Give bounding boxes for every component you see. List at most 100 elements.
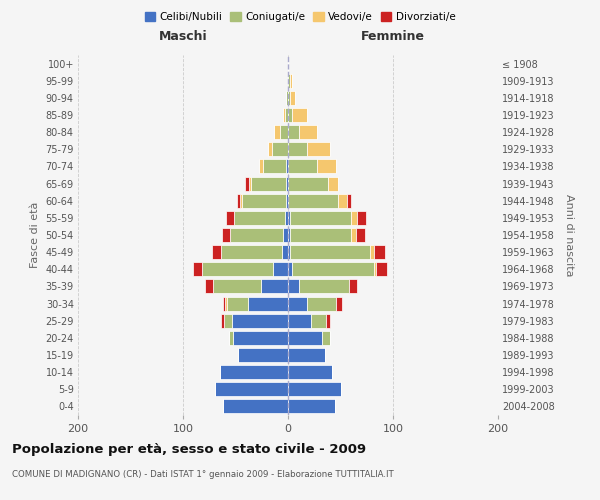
Bar [288,228,290,242]
Bar [288,382,341,396]
Bar [240,194,242,207]
Bar [288,194,338,207]
Bar [286,176,288,190]
Text: Femmine: Femmine [361,30,425,43]
Bar [285,211,288,225]
Bar [288,142,307,156]
Bar [229,331,233,345]
Bar [292,262,374,276]
Bar [268,142,272,156]
Bar [235,211,285,225]
Bar [299,280,349,293]
Bar [288,296,307,310]
Bar [374,245,385,259]
Bar [222,228,230,242]
Bar [233,331,288,345]
Bar [288,125,299,139]
Bar [370,245,374,259]
Bar [230,228,283,242]
Bar [347,194,351,207]
Bar [249,176,251,190]
Bar [221,314,224,328]
Bar [326,314,330,328]
Text: Popolazione per età, sesso e stato civile - 2009: Popolazione per età, sesso e stato civil… [12,442,366,456]
Bar [220,365,288,379]
Bar [283,228,288,242]
Bar [290,211,351,225]
Bar [259,160,263,173]
Bar [238,348,288,362]
Bar [376,262,387,276]
Bar [274,262,288,276]
Bar [351,228,356,242]
Bar [221,245,282,259]
Bar [356,228,365,242]
Bar [374,262,376,276]
Bar [338,194,347,207]
Bar [290,228,351,242]
Bar [226,211,235,225]
Bar [288,91,290,105]
Bar [223,400,288,413]
Bar [286,91,288,105]
Bar [349,280,358,293]
Bar [215,382,288,396]
Bar [274,125,280,139]
Bar [307,142,330,156]
Legend: Celibi/Nubili, Coniugati/e, Vedovi/e, Divorziati/e: Celibi/Nubili, Coniugati/e, Vedovi/e, Di… [140,8,460,26]
Bar [288,365,332,379]
Bar [292,108,307,122]
Bar [288,262,292,276]
Bar [282,245,288,259]
Bar [202,262,274,276]
Bar [299,125,317,139]
Bar [337,296,341,310]
Bar [223,296,225,310]
Bar [286,160,288,173]
Text: Maschi: Maschi [158,30,208,43]
Bar [285,108,288,122]
Bar [288,280,299,293]
Bar [317,160,336,173]
Bar [263,160,286,173]
Bar [358,211,366,225]
Bar [193,262,202,276]
Bar [283,108,285,122]
Bar [311,314,326,328]
Bar [212,245,221,259]
Text: COMUNE DI MADIGNANO (CR) - Dati ISTAT 1° gennaio 2009 - Elaborazione TUTTITALIA.: COMUNE DI MADIGNANO (CR) - Dati ISTAT 1°… [12,470,394,479]
Bar [351,211,358,225]
Bar [288,108,292,122]
Bar [288,314,311,328]
Bar [248,296,288,310]
Bar [288,176,328,190]
Bar [307,296,336,310]
Bar [214,280,260,293]
Bar [288,245,290,259]
Bar [290,91,295,105]
Bar [288,160,317,173]
Bar [286,194,288,207]
Bar [290,245,370,259]
Y-axis label: Fasce di età: Fasce di età [30,202,40,268]
Bar [224,314,232,328]
Bar [288,211,290,225]
Y-axis label: Anni di nascita: Anni di nascita [565,194,574,276]
Bar [288,74,290,88]
Bar [245,176,249,190]
Bar [290,74,292,88]
Bar [225,296,227,310]
Bar [288,348,325,362]
Bar [227,296,248,310]
Bar [322,331,330,345]
Bar [288,331,322,345]
Bar [272,142,288,156]
Bar [288,400,335,413]
Bar [251,176,286,190]
Bar [242,194,286,207]
Bar [260,280,288,293]
Bar [328,176,338,190]
Bar [236,194,240,207]
Bar [205,280,214,293]
Bar [232,314,288,328]
